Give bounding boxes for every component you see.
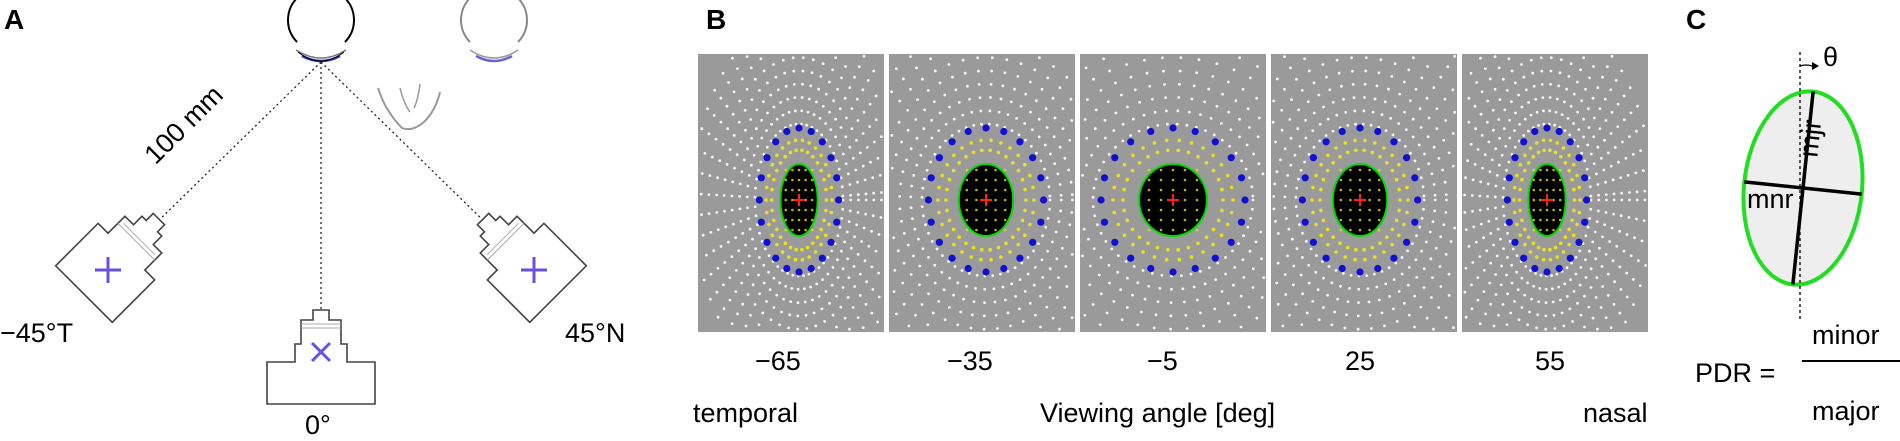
pdr-numerator: minor (1812, 320, 1880, 350)
pupil-image-strip (698, 54, 1650, 332)
fraction-bar (1802, 360, 1900, 362)
sight-lines (107, 61, 535, 340)
pupil-ellipse-diagram (1741, 52, 1865, 320)
camera-left-icon (54, 212, 166, 324)
temporal-label: temporal (693, 398, 799, 428)
minor-axis (1744, 180, 1862, 196)
pupil-image-1 (889, 54, 1075, 332)
minor-axis-label: mnr (1747, 184, 1794, 214)
pdr-denominator: major (1812, 396, 1880, 426)
major-axis-label: mjr (1793, 118, 1828, 159)
cross-marker-icon (310, 341, 332, 363)
cross-marker-icon (95, 257, 121, 283)
camera-label-center: 0° (305, 410, 331, 440)
panel-b-letter: B (706, 4, 727, 35)
cross-marker-icon (521, 257, 547, 283)
panel-a-letter: A (4, 4, 25, 35)
camera-right-icon (476, 212, 588, 324)
angle-label-1: −35 (947, 346, 993, 376)
angle-label-2: −5 (1147, 346, 1178, 376)
camera-label-right: 45°N (565, 318, 626, 348)
nose-icon (377, 83, 441, 131)
theta-arrow-icon (1812, 62, 1819, 70)
pdr-label: PDR = (1695, 358, 1776, 388)
pupil-image-0 (698, 54, 884, 332)
pupil-images-svg (698, 54, 1648, 332)
setup-diagram (54, 0, 588, 405)
angle-label-3: 25 (1345, 346, 1376, 376)
camera-label-left: −45°T (0, 318, 74, 348)
angle-label-0: −65 (755, 346, 801, 376)
eye-top-view-icon (287, 0, 355, 63)
theta-label: θ (1823, 42, 1839, 72)
panel-c-letter: C (1686, 4, 1707, 35)
theta-arc (1799, 64, 1813, 67)
pupil-image-3 (1271, 54, 1457, 332)
angle-label-4: 55 (1535, 346, 1566, 376)
pupil-image-2 (1080, 54, 1266, 332)
nasal-label: nasal (1583, 398, 1648, 428)
viewing-angle-axis-label: Viewing angle [deg] (1040, 398, 1276, 428)
eye-side-reference-icon (460, 0, 528, 63)
pupil-image-4 (1462, 54, 1648, 332)
camera-center-icon (266, 309, 376, 405)
